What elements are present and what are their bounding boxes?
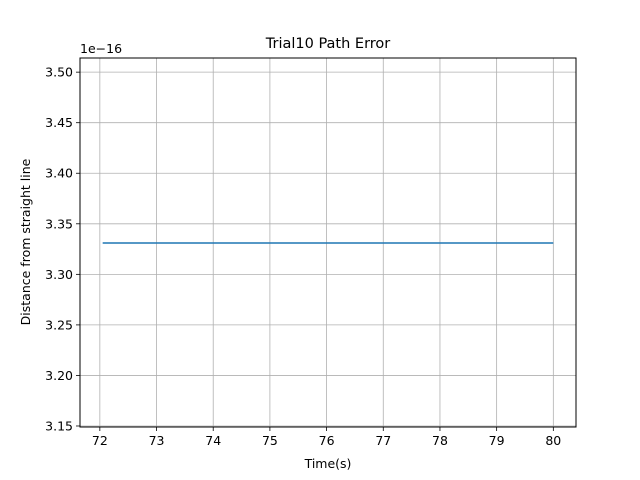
y-tick-label: 3.50: [45, 65, 73, 80]
y-tick-label: 3.20: [45, 368, 73, 383]
y-tick-label: 3.35: [45, 216, 73, 231]
x-tick-label: 73: [149, 433, 165, 448]
chart-title: Trial10 Path Error: [265, 36, 391, 52]
x-tick-label: 80: [545, 433, 561, 448]
x-axis: 72 73 74 75 76 77 78 79 80: [92, 427, 561, 448]
x-tick-label: 72: [92, 433, 108, 448]
y-axis: 3.15 3.20 3.25 3.30 3.35 3.40 3.45 3.50: [45, 65, 80, 433]
plot-frame: [79, 57, 577, 428]
y-tick-label: 3.25: [45, 317, 73, 332]
y-tick-label: 3.15: [45, 418, 73, 433]
x-tick-label: 75: [262, 433, 278, 448]
y-axis-label: Distance from straight line: [18, 158, 33, 325]
x-tick-label: 76: [319, 433, 335, 448]
x-tick-label: 74: [205, 433, 221, 448]
y-tick-label: 3.30: [45, 267, 73, 282]
grid: [80, 58, 576, 427]
x-tick-label: 77: [375, 433, 391, 448]
x-tick-label: 78: [432, 433, 448, 448]
x-axis-label: Time(s): [304, 456, 352, 471]
y-offset-label: 1e−16: [80, 41, 122, 56]
x-tick-label: 79: [489, 433, 505, 448]
y-tick-label: 3.40: [45, 166, 73, 181]
y-tick-label: 3.45: [45, 115, 73, 130]
